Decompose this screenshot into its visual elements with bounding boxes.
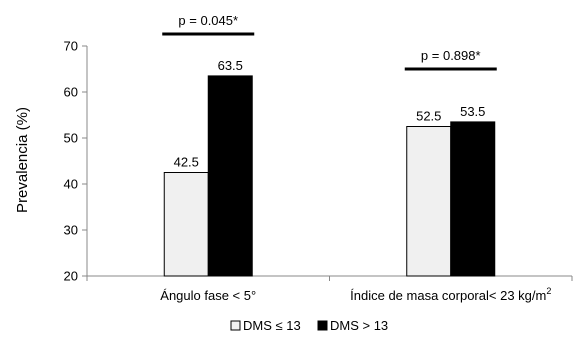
legend-label: DMS > 13 — [330, 318, 388, 333]
y-tick-label: 20 — [64, 269, 78, 284]
y-tick-label: 70 — [64, 39, 78, 54]
x-axis: Ángulo fase < 5° Índice de masa corporal<… — [86, 275, 573, 303]
p-value-label: p = 0.898* — [421, 48, 481, 63]
y-axis-title: Prevalencia (%) — [14, 107, 31, 213]
bar-dms-gt-13-0 — [207, 75, 253, 277]
data-label: 52.5 — [416, 109, 441, 124]
bar-dms-gt-13-1 — [450, 121, 496, 277]
y-axis: 20 30 40 50 60 70 — [64, 39, 88, 284]
p-value-label: p = 0.045* — [178, 13, 238, 28]
data-label: 53.5 — [460, 104, 485, 119]
x-category-label: Ángulo fase < 5° — [160, 288, 256, 303]
bar-dms-le-13-1 — [406, 126, 452, 277]
legend-swatch — [317, 320, 328, 331]
y-tick-label: 60 — [64, 85, 78, 100]
y-tick-label: 30 — [64, 223, 78, 238]
y-tick-label: 40 — [64, 177, 78, 192]
legend: DMS ≤ 13 DMS > 13 — [230, 318, 388, 333]
x-category-label: Índice de masa corporal< 23 kg/m2 — [350, 286, 551, 303]
legend-swatch — [230, 320, 241, 331]
data-label: 63.5 — [218, 58, 243, 73]
bars — [163, 75, 496, 277]
bar-dms-le-13-0 — [163, 172, 209, 277]
legend-label: DMS ≤ 13 — [243, 318, 301, 333]
data-labels: 42.5 63.5 52.5 53.5 — [174, 58, 486, 170]
data-label: 42.5 — [174, 155, 199, 170]
significance-annotations: p = 0.045* p = 0.898* — [162, 13, 497, 71]
y-tick-label: 50 — [64, 131, 78, 146]
